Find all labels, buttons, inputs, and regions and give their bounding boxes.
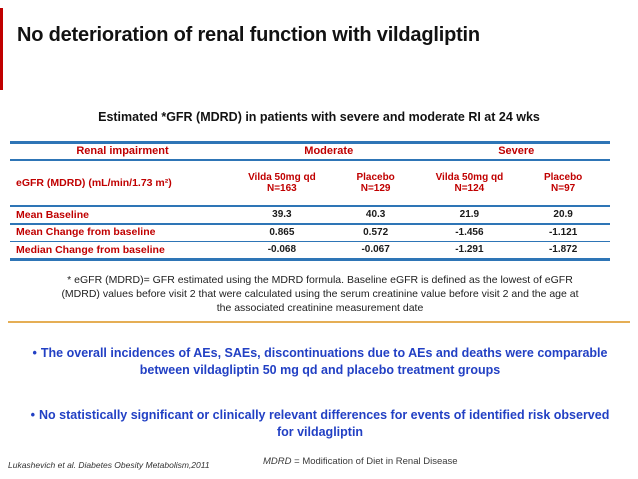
cell-value: 0.865 (269, 226, 295, 238)
column-header-line1: Placebo (543, 171, 583, 183)
row-label: Mean Change from baseline (16, 226, 156, 239)
column-header-line2: N=163 (267, 183, 297, 194)
column-header-line1: Vilda 50mg qd (435, 171, 504, 183)
column-header-placebo-moderate: Placebo N=129 (329, 172, 423, 195)
table-column-header-row: eGFR (MDRD) (mL/min/1.73 m²) Vilda 50mg … (10, 161, 610, 205)
table-border-bottom (10, 258, 610, 261)
table-row-mean-baseline: Mean Baseline 39.3 40.3 21.9 20.9 (10, 207, 610, 223)
cell-value: 0.572 (363, 226, 389, 238)
row-label: Median Change from baseline (16, 243, 165, 256)
table-caption: Estimated *GFR (MDRD) in patients with s… (98, 110, 540, 124)
bullet-identified-risk: • No statistically significant or clinica… (21, 407, 619, 440)
column-header-line2: N=124 (454, 183, 485, 194)
column-header-placebo-severe: Placebo N=97 (516, 172, 610, 195)
cell-value: 40.3 (365, 209, 386, 221)
column-header-line1: Placebo (356, 171, 395, 183)
table-group-header-row: Renal impairment Moderate Severe (10, 144, 610, 159)
egfr-table: Renal impairment Moderate Severe eGFR (M… (10, 141, 610, 261)
column-header-line2: N=97 (551, 183, 576, 194)
row-header-egfr-units: eGFR (MDRD) (mL/min/1.73 m²) (16, 176, 172, 189)
cell-value: -1.291 (455, 244, 484, 256)
row-label: Mean Baseline (16, 208, 89, 221)
bullet-ae-comparability: • The overall incidences of AEs, SAEs, di… (21, 345, 619, 378)
reference-citation: Lukashevich et al. Diabetes Obesity Meta… (8, 460, 210, 470)
table-rule (10, 240, 610, 242)
slide-title: No deterioration of renal function with … (17, 24, 480, 46)
column-header-line2: N=129 (360, 183, 391, 194)
table-rule (10, 223, 610, 225)
group-header-severe: Severe (498, 145, 535, 158)
table-row-median-change: Median Change from baseline -0.068 -0.06… (10, 242, 610, 258)
bullet-text: No statistically significant or clinical… (39, 408, 610, 439)
column-header-vilda-severe: Vilda 50mg qd N=124 (423, 172, 517, 195)
cell-value: -1.456 (455, 226, 484, 238)
egfr-footnote: * eGFR (MDRD)= GFR estimated using the M… (61, 274, 579, 314)
table-rule (10, 205, 610, 207)
table-rule (10, 159, 610, 161)
bullet-text: The overall incidences of AEs, SAEs, dis… (40, 346, 608, 377)
group-header-moderate: Moderate (304, 145, 354, 158)
cell-value: -1.121 (548, 226, 578, 238)
column-header-vilda-moderate: Vilda 50mg qd N=163 (235, 172, 329, 195)
mdrd-abbreviation-note: MDRD = Modification of Diet in Renal Dis… (263, 456, 458, 467)
abbrev-term: MDRD (263, 456, 292, 467)
bullet-marker: • (32, 346, 37, 360)
column-header-line1: Vilda 50mg qd (248, 171, 316, 183)
cell-value: 20.9 (553, 209, 573, 221)
group-header-renal-impairment: Renal impairment (76, 145, 169, 158)
cell-value: 39.3 (272, 209, 292, 221)
gold-divider-line (8, 321, 630, 323)
cell-value: -0.068 (267, 244, 297, 256)
table-row-mean-change: Mean Change from baseline 0.865 0.572 -1… (10, 225, 610, 241)
bullet-marker: • (30, 408, 36, 422)
cell-value: -0.067 (361, 244, 390, 256)
abbrev-definition: = Modification of Diet in Renal Disease (291, 456, 458, 467)
table-border-top (10, 141, 610, 144)
cell-value: -1.872 (548, 244, 578, 256)
cell-value: 21.9 (459, 209, 480, 221)
left-edge-accent-line (0, 8, 3, 90)
